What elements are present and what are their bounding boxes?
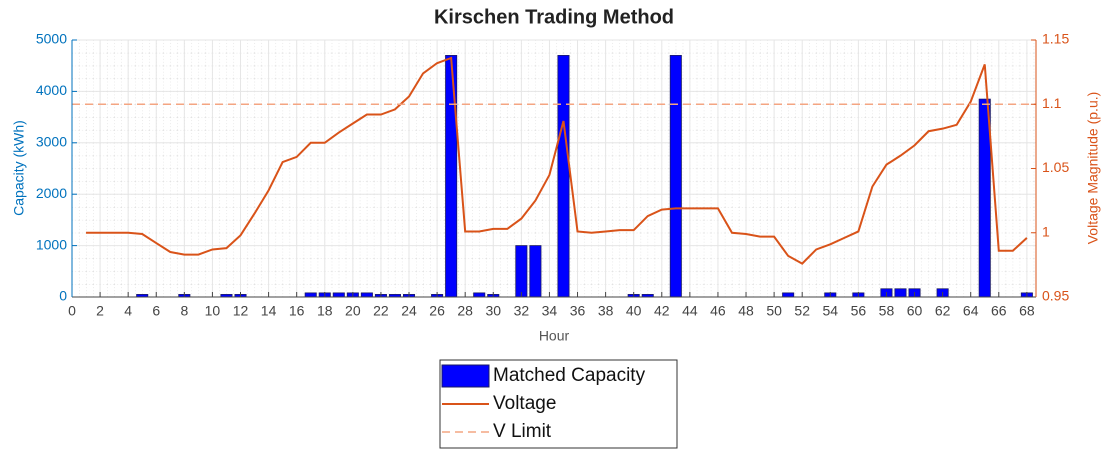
x-tick-label: 6 [152,303,160,319]
plot-area [71,39,1036,298]
bar [529,245,542,298]
y-tick-label: 0 [59,288,67,304]
x-tick-label: 36 [570,303,586,319]
y-tick-label: 5000 [36,31,67,47]
x-tick-label: 20 [345,303,361,319]
legend-label: V Limit [493,421,552,442]
bar [332,292,345,298]
x-tick-label: 26 [429,303,445,319]
legend-label: Matched Capacity [493,365,646,386]
x-tick-label: 50 [766,303,782,319]
y-tick-label: 1000 [36,236,67,252]
x-tick-label: 64 [963,303,979,319]
x-tick-label: 58 [879,303,895,319]
legend: Matched Capacity Voltage V Limit [439,359,678,449]
legend-entries: Matched Capacity Voltage V Limit [441,364,646,442]
bar [360,292,373,298]
y2-tick-label: 0.95 [1042,288,1069,304]
y2-tick-label: 1.15 [1042,31,1069,47]
x-tick-label: 24 [401,303,417,319]
x-tick-label: 28 [457,303,473,319]
y2-tick-label: 1.1 [1042,95,1062,111]
bar [669,55,682,298]
y-tick-label: 2000 [36,185,67,201]
x-tick-label: 40 [626,303,642,319]
x-tick-label: 14 [261,303,277,319]
bar [782,292,795,298]
x-tick-label: 8 [180,303,188,319]
x-tick-label: 0 [68,303,76,319]
bar [557,55,570,298]
x-tick-label: 44 [682,303,698,319]
bar [894,288,907,298]
x-tick-label: 66 [991,303,1007,319]
x-tick-label: 42 [654,303,670,319]
y-tick-label: 4000 [36,82,67,98]
chart-title: Kirschen Trading Method [434,6,674,28]
y-tick-label: 3000 [36,134,67,150]
x-tick-label: 10 [205,303,221,319]
y2-tick-label: 1 [1042,223,1050,239]
voltage-line [86,56,1028,265]
y-axis-label: Capacity (kWh) [11,120,27,216]
x-tick-label: 48 [738,303,754,319]
x-tick-label: 16 [289,303,305,319]
x-tick-label: 68 [1019,303,1035,319]
x-tick-label: 18 [317,303,333,319]
bar [445,55,458,298]
x-tick-label: 34 [542,303,558,319]
x-tick-label: 62 [935,303,951,319]
x-tick-label: 32 [514,303,530,319]
x-axis-label: Hour [539,328,570,344]
x-tick-label: 12 [233,303,249,319]
minor-grid [72,40,1036,297]
legend-swatch [441,364,490,388]
bar [515,245,528,298]
x-tick-label: 38 [598,303,614,319]
legend-label: Voltage [493,393,556,414]
x-tick-label: 52 [794,303,810,319]
x-tick-label: 56 [851,303,867,319]
x-tick-label: 4 [124,303,132,319]
bar [304,292,317,298]
x-tick-label: 60 [907,303,923,319]
y2-tick-label: 1.05 [1042,159,1069,175]
x-tick-label: 46 [710,303,726,319]
x-tick-label: 30 [485,303,501,319]
bar [473,292,486,298]
x-tick-label: 2 [96,303,104,319]
x-tick-label: 22 [373,303,389,319]
x-tick-label: 54 [822,303,838,319]
y2-axis-label: Voltage Magnitude (p.u.) [1085,92,1101,245]
